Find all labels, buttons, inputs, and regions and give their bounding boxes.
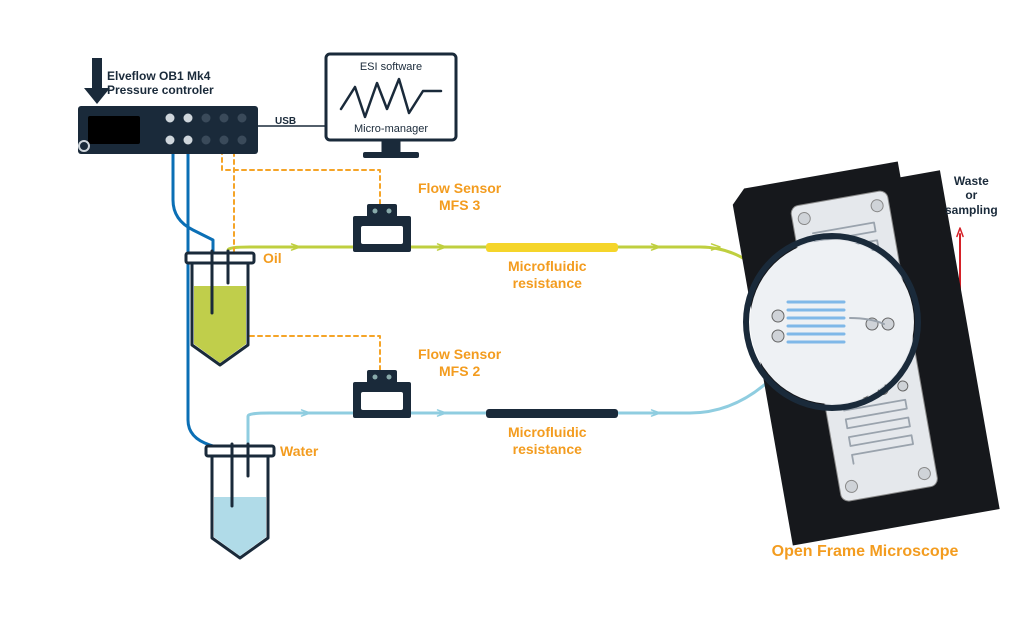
flow-sensor-3-label: Flow SensorMFS 3 bbox=[418, 180, 501, 214]
controller-label: Elveflow OB1 Mk4Pressure controler bbox=[107, 69, 214, 98]
svg-text:Micro-manager: Micro-manager bbox=[354, 123, 428, 135]
usb-label: USB bbox=[275, 116, 296, 128]
waste-label: Wasteorsampling bbox=[945, 174, 998, 217]
resistance-2-label: Microfluidicresistance bbox=[508, 424, 587, 458]
flow-sensor-2-label: Flow SensorMFS 2 bbox=[418, 346, 501, 380]
water-label: Water bbox=[280, 443, 318, 460]
svg-text:ESI software: ESI software bbox=[360, 61, 422, 73]
resistance-1-label: Microfluidicresistance bbox=[508, 258, 587, 292]
oil-label: Oil bbox=[263, 250, 282, 267]
microscope-label: Open Frame Microscope bbox=[760, 542, 970, 561]
